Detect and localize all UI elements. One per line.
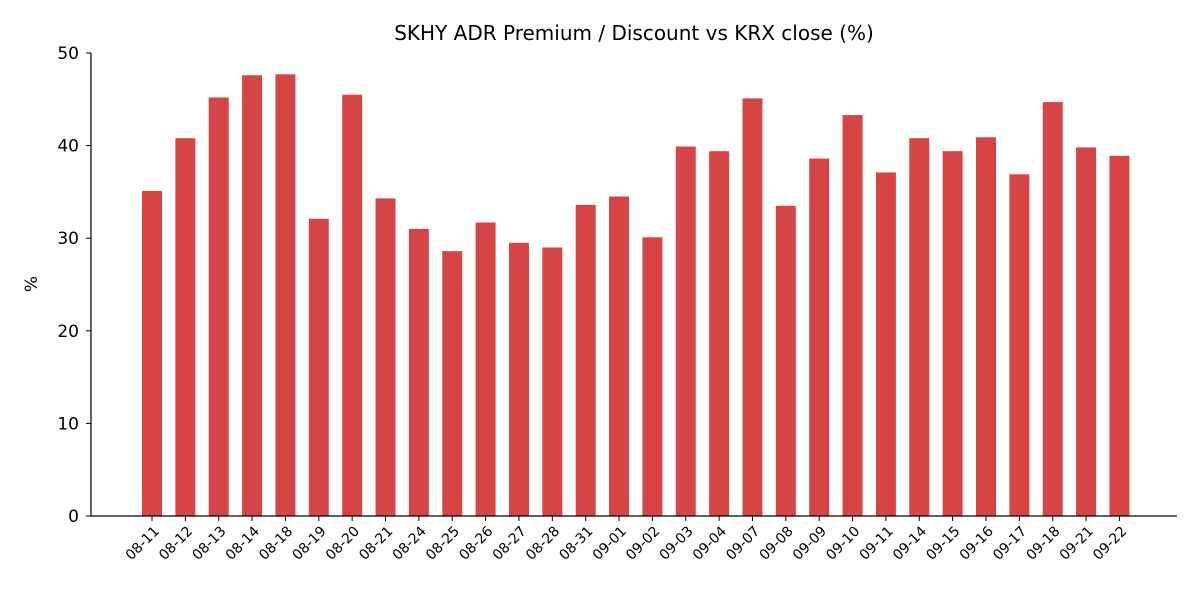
bar-08-13 (208, 97, 229, 516)
x-tick-label: 09-10 (823, 524, 863, 564)
x-tick-label: 08-13 (189, 524, 229, 564)
x-tick-label: 09-16 (957, 523, 997, 563)
y-tick-label: 10 (57, 414, 79, 434)
bar-08-18 (275, 74, 296, 517)
x-tick-label: 09-11 (857, 524, 897, 564)
x-tick-label: 09-09 (790, 524, 830, 564)
x-tick-label: 08-25 (423, 524, 463, 564)
bar-09-10 (842, 115, 863, 516)
x-tick-label: 09-21 (1057, 524, 1097, 564)
x-tick-label: 08-27 (490, 524, 530, 564)
bar-09-04 (709, 151, 730, 516)
bar-08-27 (508, 242, 529, 516)
y-tick-label: 40 (57, 137, 79, 157)
bar-09-16 (976, 137, 996, 516)
x-tick-label: 08-14 (223, 523, 263, 563)
bar-09-07 (742, 98, 763, 517)
y-tick-label: 50 (57, 44, 79, 64)
x-tick-label: 09-01 (590, 524, 630, 564)
bar-09-11 (875, 172, 896, 516)
bar-08-20 (342, 94, 363, 517)
bar-08-24 (408, 228, 429, 516)
x-tick-label: 09-08 (757, 524, 797, 564)
bar-09-01 (609, 196, 630, 516)
x-tick-label: 09-07 (723, 524, 763, 564)
x-tick-label: 09-15 (923, 524, 963, 564)
bar-08-28 (542, 247, 563, 516)
y-tick-label: 30 (57, 229, 79, 249)
y-axis-ticks: 0 10 20 30 40 50 (57, 44, 91, 527)
x-tick-label: 09-22 (1090, 524, 1130, 564)
bar-09-08 (775, 205, 796, 517)
bar-08-19 (308, 218, 329, 516)
bar-09-15 (942, 151, 963, 516)
bar-09-21 (1076, 147, 1097, 516)
x-tick-label: 09-02 (623, 524, 663, 564)
bar-08-26 (475, 222, 496, 516)
y-tick-label: 20 (57, 322, 79, 342)
bar-09-22 (1109, 155, 1130, 517)
bar-08-11 (142, 190, 162, 516)
x-tick-label: 09-17 (990, 524, 1030, 564)
chart-title: SKHY ADR Premium / Discount vs KRX close… (394, 21, 874, 45)
bar-09-18 (1042, 102, 1063, 516)
bar-08-12 (175, 138, 196, 516)
bar-08-14 (242, 75, 263, 516)
x-tick-label: 08-11 (123, 524, 163, 564)
x-axis-ticks: 08-1108-1208-1308-1408-1808-1908-2008-21… (123, 516, 1130, 564)
y-tick-label: 0 (68, 507, 79, 527)
x-tick-label: 08-31 (556, 524, 596, 564)
x-tick-label: 08-28 (523, 524, 563, 564)
x-tick-label: 08-26 (456, 523, 496, 563)
x-tick-label: 08-21 (356, 524, 396, 564)
bar-08-31 (575, 204, 596, 517)
bar-09-17 (1009, 174, 1030, 516)
x-tick-label: 09-14 (890, 523, 930, 563)
x-tick-label: 08-24 (390, 523, 430, 563)
x-tick-label: 09-18 (1023, 524, 1063, 564)
x-tick-label: 09-04 (690, 523, 730, 563)
bar-09-14 (909, 138, 930, 516)
x-tick-label: 08-20 (323, 524, 363, 564)
bar-08-21 (375, 198, 396, 516)
x-tick-label: 08-19 (290, 524, 330, 564)
bar-08-25 (442, 251, 463, 516)
bar-series (142, 74, 1130, 517)
y-axis-label: % (22, 276, 42, 292)
x-tick-label: 08-18 (256, 524, 296, 564)
bar-09-03 (675, 146, 696, 516)
x-tick-label: 09-03 (657, 524, 697, 564)
bar-09-09 (809, 158, 830, 516)
bar-09-02 (642, 237, 663, 516)
x-tick-label: 08-12 (156, 524, 196, 564)
